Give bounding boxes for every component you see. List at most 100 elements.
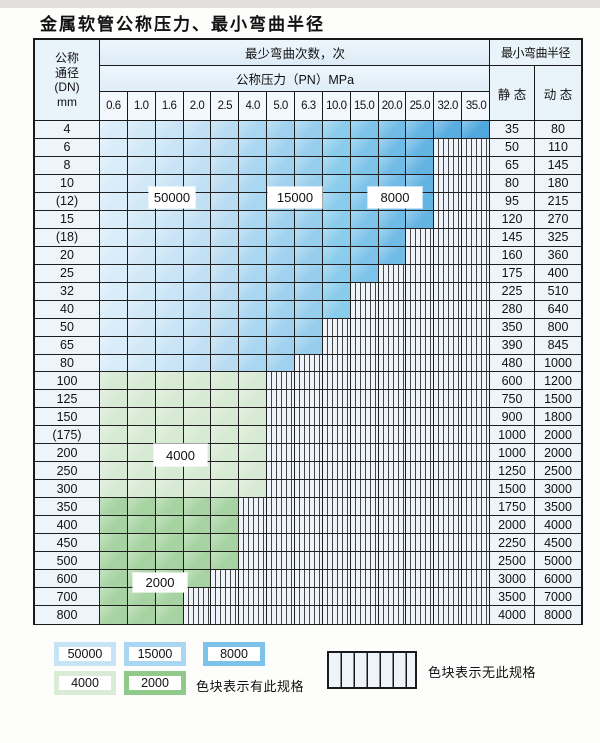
spec-cell-dn200-pn2.5 [211,444,240,462]
spec-cell-dn8-pn2.0 [183,156,212,174]
spec-cell-dn40-pn15.0 [350,300,379,318]
spec-cell-dn300-pn2.0 [183,480,212,498]
spec-cell-dn350-pn6.3 [295,498,323,516]
spec-cell-dn150-pn0.6 [100,408,128,426]
pressure-col-5.0: 5.0 [267,92,295,120]
spec-cell-dn100-pn10.0 [322,372,351,390]
static-value-cell: 145 [490,228,535,246]
spec-cell-dn600-pn6.3 [295,570,323,588]
spec-cell-dn125-pn6.3 [295,390,323,408]
spec-cell-dn40-pn5.0 [267,300,295,318]
spec-cell-dn250-pn0.6 [100,462,128,480]
dn-header-line: 通径 [54,65,79,80]
spec-cell-dn10-pn0.6 [100,174,128,192]
dn-cell: (175) [35,426,100,444]
spec-cell-dn40-pn32.0 [434,300,463,318]
spec-cell-dn450-pn15.0 [350,534,379,552]
spec-cell-dn700-pn35.0 [462,588,490,606]
spec-cell-dn65-pn25.0 [406,336,435,354]
spec-cell-dn40-pn2.0 [183,300,212,318]
dn-cell: 800 [35,606,100,624]
spec-cell-dn600-pn2.5 [211,570,240,588]
spec-cell-dn8-pn1.6 [155,156,184,174]
spec-cell-dn25-pn1.6 [155,264,184,282]
dn-cell: 15 [35,210,100,228]
spec-cell-dn200-pn20.0 [378,444,407,462]
spec-cell-dn400-pn0.6 [100,516,128,534]
static-value-cell: 2250 [490,534,535,552]
spec-cell-dn20-pn1.6 [155,246,184,264]
spec-cell-dn6-pn1.6 [155,138,184,156]
spec-cell-dn15-pn25.0 [406,210,435,228]
spec-cell-dn10-pn2.5 [211,174,240,192]
spec-cell-dn32-pn35.0 [462,282,490,300]
legend-swatch-2000: 2000 [124,671,186,695]
table-row-dn-150: 150 900 1800 [35,408,581,427]
spec-cell-dn500-pn5.0 [267,552,295,570]
spec-cell-dn40-pn1.0 [127,300,156,318]
spec-cell-dn800-pn15.0 [350,606,379,624]
spec-cell-dn32-pn32.0 [434,282,463,300]
spec-cell-dn25-pn10.0 [322,264,351,282]
spec-cell-dn80-pn1.6 [155,354,184,372]
bend-times-label-50000: 50000 [149,187,195,208]
spec-cell-dn32-pn15.0 [350,282,379,300]
spec-cell-dn(18)-pn2.0 [183,228,212,246]
static-value-cell: 3000 [490,570,535,588]
spec-cell-dn(12)-pn10.0 [322,192,351,210]
spec-cell-dn25-pn6.3 [295,264,323,282]
spec-cell-dn450-pn2.0 [183,534,212,552]
spec-cell-dn(18)-pn1.6 [155,228,184,246]
spec-cell-dn50-pn10.0 [322,318,351,336]
spec-cell-dn350-pn4.0 [239,498,268,516]
dynamic-value-cell: 1500 [535,390,581,408]
spec-cell-dn800-pn1.0 [127,606,156,624]
spec-cell-dn50-pn15.0 [350,318,379,336]
spec-cell-dn350-pn25.0 [406,498,435,516]
spec-cell-dn50-pn35.0 [462,318,490,336]
spec-cell-dn150-pn15.0 [350,408,379,426]
static-value-cell: 65 [490,156,535,174]
spec-cell-dn800-pn25.0 [406,606,435,624]
spec-cell-dn300-pn5.0 [267,480,295,498]
spec-cell-dn8-pn6.3 [295,156,323,174]
dn-cell: 200 [35,444,100,462]
spec-cell-dn125-pn4.0 [239,390,268,408]
static-value-cell: 280 [490,300,535,318]
spec-cell-dn125-pn15.0 [350,390,379,408]
spec-cell-dn125-pn5.0 [267,390,295,408]
pressure-col-0.6: 0.6 [100,92,128,120]
spec-cell-dn250-pn1.6 [155,462,184,480]
spec-cell-dn10-pn35.0 [462,174,490,192]
spec-cell-dn350-pn35.0 [462,498,490,516]
spec-cell-dn500-pn32.0 [434,552,463,570]
spec-cell-dn200-pn10.0 [322,444,351,462]
table-row-dn-500: 500 2500 5000 [35,552,581,571]
spec-cell-dn20-pn5.0 [267,246,295,264]
pressure-col-25.0: 25.0 [406,92,435,120]
dynamic-value-cell: 510 [535,282,581,300]
spec-cell-dn4-pn15.0 [350,121,379,138]
legend-no-spec-swatch [327,651,417,689]
spec-cell-dn4-pn32.0 [434,121,463,138]
spec-cell-dn(175)-pn0.6 [100,426,128,444]
spec-cell-dn15-pn2.5 [211,210,240,228]
spec-cell-dn80-pn10.0 [322,354,351,372]
dn-cell: 450 [35,534,100,552]
spec-cell-dn50-pn2.0 [183,318,212,336]
spec-cell-dn50-pn32.0 [434,318,463,336]
spec-cell-dn125-pn1.6 [155,390,184,408]
spec-cell-dn700-pn10.0 [322,588,351,606]
spec-cell-dn450-pn4.0 [239,534,268,552]
spec-cell-dn150-pn5.0 [267,408,295,426]
spec-cell-dn400-pn20.0 [378,516,407,534]
spec-cell-dn700-pn1.6 [155,588,184,606]
spec-cell-dn100-pn1.6 [155,372,184,390]
spec-cell-dn15-pn1.0 [127,210,156,228]
spec-cell-dn(18)-pn20.0 [378,228,407,246]
pressure-col-15.0: 15.0 [350,92,379,120]
spec-cell-dn300-pn10.0 [322,480,351,498]
pressure-col-32.0: 32.0 [434,92,463,120]
spec-cell-dn100-pn6.3 [295,372,323,390]
spec-cell-dn40-pn6.3 [295,300,323,318]
